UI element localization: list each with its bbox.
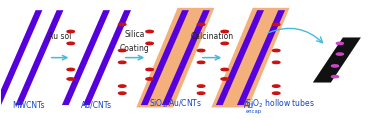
Circle shape — [197, 61, 205, 64]
Text: Calcination: Calcination — [190, 32, 233, 41]
Circle shape — [273, 85, 280, 87]
Circle shape — [67, 42, 75, 45]
Polygon shape — [162, 10, 210, 105]
Circle shape — [146, 42, 153, 45]
Text: encap: encap — [246, 109, 262, 114]
Polygon shape — [62, 10, 110, 105]
Circle shape — [146, 30, 153, 33]
Circle shape — [118, 85, 126, 87]
Circle shape — [197, 92, 205, 94]
Circle shape — [197, 23, 205, 26]
Text: SiO$_2$/Au/CNTs: SiO$_2$/Au/CNTs — [149, 97, 202, 110]
Circle shape — [221, 78, 228, 80]
Polygon shape — [313, 37, 361, 83]
Circle shape — [221, 68, 228, 71]
Text: /SiO$_2$ hollow tubes: /SiO$_2$ hollow tubes — [243, 97, 314, 110]
Text: Au: Au — [244, 101, 254, 110]
Polygon shape — [136, 8, 215, 107]
Text: Au sol: Au sol — [48, 32, 72, 41]
Polygon shape — [15, 10, 63, 105]
Circle shape — [118, 49, 126, 52]
Polygon shape — [211, 8, 290, 107]
Circle shape — [331, 75, 339, 78]
Circle shape — [336, 42, 343, 45]
Circle shape — [67, 78, 75, 80]
Circle shape — [331, 65, 339, 67]
Circle shape — [221, 30, 228, 33]
Circle shape — [118, 92, 126, 94]
Text: Coating: Coating — [120, 44, 150, 53]
Circle shape — [146, 78, 153, 80]
Circle shape — [197, 49, 205, 52]
Circle shape — [273, 49, 280, 52]
Text: Silica: Silica — [125, 30, 145, 39]
Text: Au/CNTs: Au/CNTs — [81, 101, 112, 110]
Text: MWCNTs: MWCNTs — [12, 101, 45, 110]
Circle shape — [67, 68, 75, 71]
Circle shape — [118, 61, 126, 64]
Polygon shape — [216, 10, 264, 105]
Circle shape — [273, 92, 280, 94]
Polygon shape — [0, 10, 42, 105]
Circle shape — [197, 85, 205, 87]
Circle shape — [273, 23, 280, 26]
Circle shape — [118, 23, 126, 26]
Circle shape — [336, 53, 343, 55]
Polygon shape — [83, 10, 131, 105]
Circle shape — [273, 61, 280, 64]
Polygon shape — [237, 10, 285, 105]
Polygon shape — [141, 10, 189, 105]
Circle shape — [221, 42, 228, 45]
Circle shape — [67, 30, 75, 33]
Circle shape — [146, 68, 153, 71]
